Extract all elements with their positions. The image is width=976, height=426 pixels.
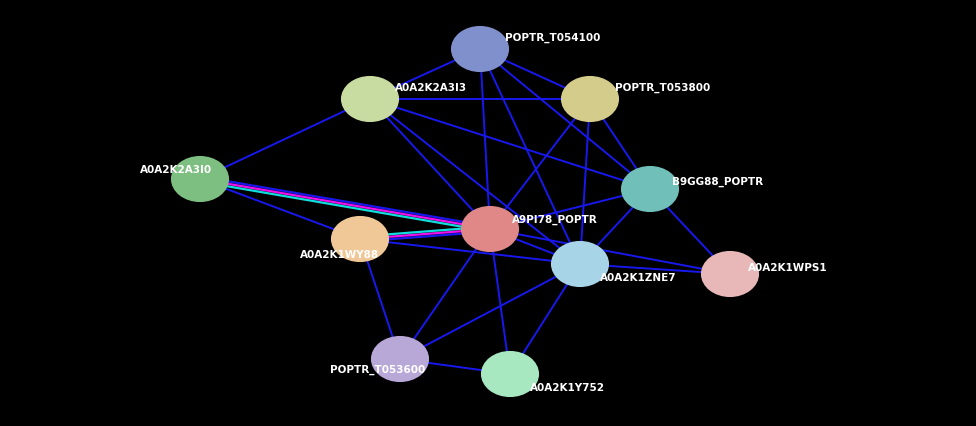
Ellipse shape — [342, 78, 398, 122]
Ellipse shape — [702, 253, 758, 296]
Text: POPTR_T053600: POPTR_T053600 — [330, 364, 426, 374]
Text: A0A2K1Y752: A0A2K1Y752 — [530, 382, 605, 392]
Text: POPTR_T054100: POPTR_T054100 — [505, 33, 600, 43]
Ellipse shape — [562, 78, 618, 122]
Text: A0A2K1WPS1: A0A2K1WPS1 — [748, 262, 828, 272]
Ellipse shape — [622, 167, 678, 211]
Ellipse shape — [332, 218, 388, 262]
Text: A0A2K2A3I0: A0A2K2A3I0 — [140, 164, 212, 175]
Ellipse shape — [482, 352, 538, 396]
Text: A0A2K1ZNE7: A0A2K1ZNE7 — [600, 272, 676, 282]
Text: A0A2K1WY88: A0A2K1WY88 — [300, 249, 379, 259]
Text: A0A2K2A3I3: A0A2K2A3I3 — [395, 83, 468, 93]
Ellipse shape — [372, 337, 428, 381]
Text: A9PI78_POPTR: A9PI78_POPTR — [512, 214, 597, 225]
Ellipse shape — [172, 158, 228, 201]
Ellipse shape — [552, 242, 608, 286]
Text: POPTR_T053800: POPTR_T053800 — [615, 83, 711, 93]
Ellipse shape — [452, 28, 508, 72]
Ellipse shape — [462, 207, 518, 251]
Text: B9GG88_POPTR: B9GG88_POPTR — [672, 176, 763, 187]
